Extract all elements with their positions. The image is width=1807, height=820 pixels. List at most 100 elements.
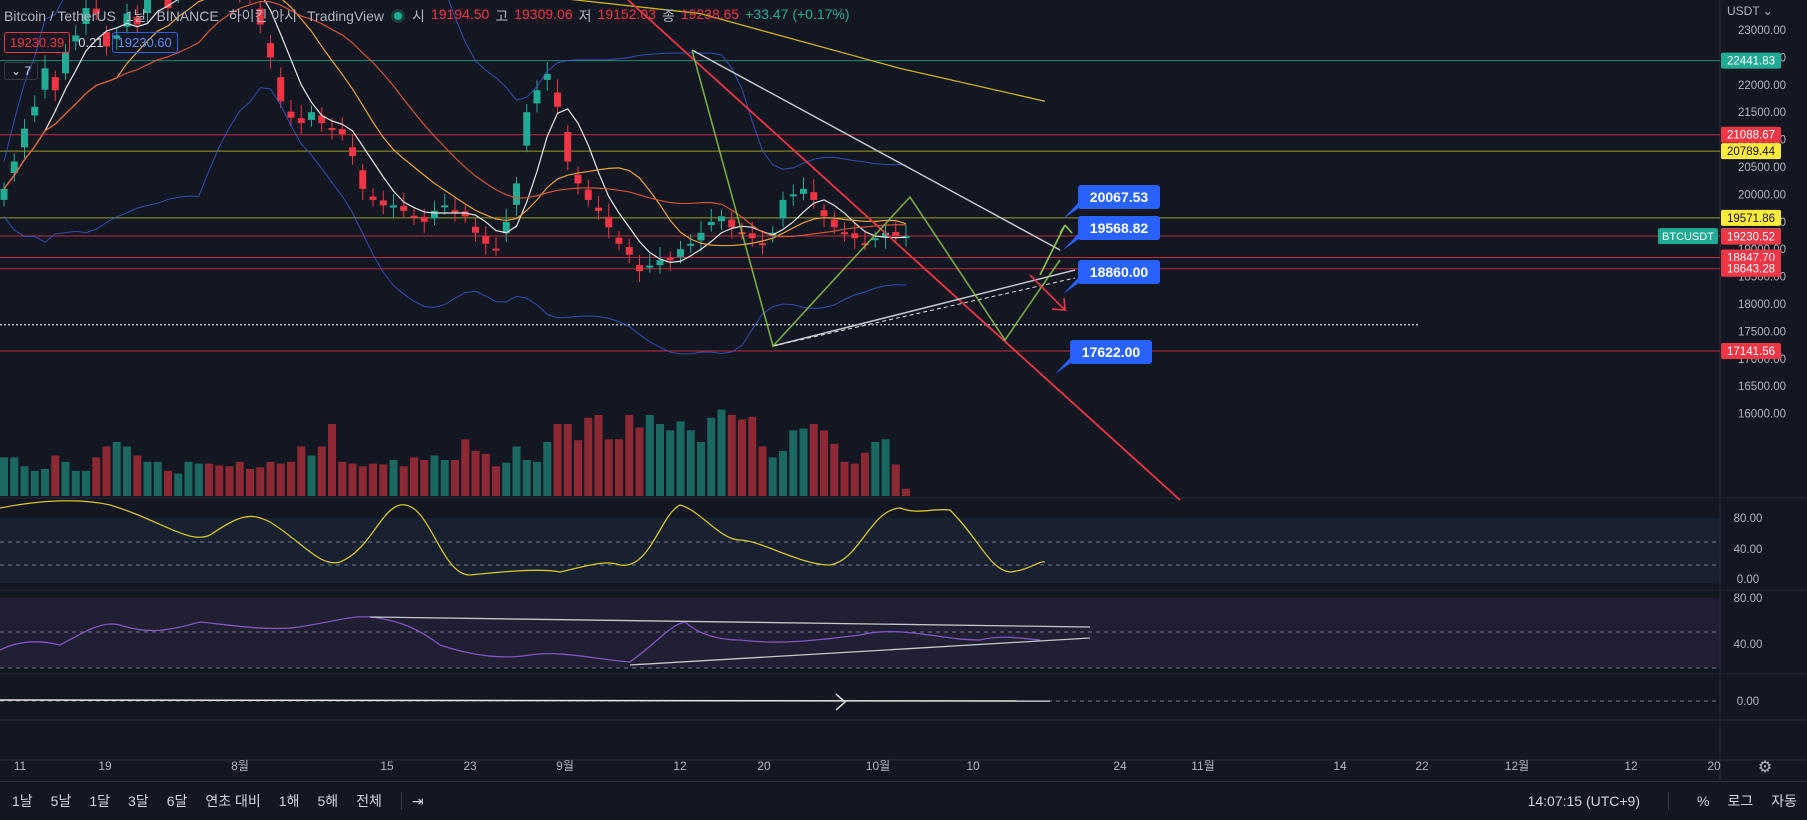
buy-price[interactable]: 19230.60	[111, 32, 178, 53]
time-axis-tick: 11월	[1191, 759, 1215, 773]
volume-bar	[779, 451, 787, 496]
range-1d[interactable]: 1날	[12, 793, 33, 809]
candle-body	[51, 77, 59, 91]
volume-bar	[840, 461, 849, 496]
price-label-text: 21088.67	[1727, 130, 1775, 142]
volume-bar	[61, 461, 70, 496]
currency-selector[interactable]: USDT ⌄	[1727, 4, 1773, 18]
volume-bar	[379, 464, 388, 496]
clock[interactable]: 14:07:15 (UTC+9)	[1527, 793, 1641, 809]
candle-body	[728, 219, 736, 228]
pattern-drawing	[691, 49, 1061, 348]
volume-bar	[574, 440, 582, 496]
candle-body	[513, 183, 520, 205]
indicator-collapse-button[interactable]: ⌄ 7	[4, 62, 39, 80]
support-line-dashed	[772, 277, 1076, 347]
sell-price[interactable]: 19230.39	[4, 32, 71, 53]
ohlc-values: 시 19194.50 고 19309.06 저 19152.03 종 19238.65 …	[412, 6, 850, 24]
volume-bar	[410, 457, 418, 496]
price-axis-tick: 18000.00	[1738, 299, 1786, 311]
bottom-toolbar: 1날 5날 1달 3달 6달 연초 대비 1해 5해 전체 ⇥ 14:07:15…	[0, 781, 1807, 820]
price-label-bg	[1721, 343, 1781, 360]
candle-body	[164, 0, 172, 9]
volume-bar	[102, 446, 111, 496]
candle-body	[461, 211, 469, 217]
percent-toggle[interactable]: %	[1697, 793, 1710, 809]
candle-body	[697, 232, 705, 241]
range-all[interactable]: 전체	[356, 793, 382, 809]
callout-label: 18860.00	[1090, 264, 1149, 280]
volume-bar	[871, 442, 880, 496]
candle-body	[533, 90, 541, 104]
time-axis-tick: 20	[757, 759, 771, 773]
interval-label[interactable]: 1날	[125, 8, 147, 24]
volume-bar	[799, 428, 808, 496]
volume-bar	[184, 461, 193, 496]
volume-bar	[287, 461, 295, 496]
candle-body	[543, 73, 551, 80]
candle-body	[554, 92, 561, 107]
range-ytd[interactable]: 연초 대비	[205, 793, 261, 809]
range-6m[interactable]: 6달	[166, 793, 188, 809]
time-axis-tick: 12	[673, 759, 687, 773]
downtrend-line	[627, 0, 1181, 501]
callout-box	[1070, 340, 1152, 364]
time-axis-tick: 10	[966, 759, 980, 773]
candle-body	[308, 112, 315, 120]
callout-18860: 18860.00	[1063, 260, 1160, 294]
volume-bar	[738, 419, 746, 496]
candle-body	[369, 196, 377, 200]
candle-body	[677, 249, 684, 257]
gear-icon[interactable]: ⚙	[1758, 757, 1772, 776]
log-toggle[interactable]: 로그	[1727, 793, 1754, 809]
price-axis-tick: 23000.00	[1738, 25, 1786, 37]
volume-bar	[246, 469, 254, 496]
volume-bar	[82, 470, 90, 496]
chevron-down-icon: ⌄	[11, 64, 22, 78]
volume-bar	[399, 466, 408, 496]
volume-bar	[850, 463, 859, 496]
callout-20067: 20067.53	[1063, 185, 1160, 219]
volume-bar	[297, 446, 306, 496]
quote-row: 19230.39 0.21 19230.60	[4, 32, 178, 53]
candle-body	[267, 43, 274, 58]
callout-box	[1078, 185, 1160, 209]
volume-bar	[656, 424, 664, 496]
indicator3-arrow	[835, 693, 847, 711]
price-label-bg	[1721, 126, 1781, 143]
volume-bar	[902, 488, 910, 496]
volume-bar	[584, 417, 593, 496]
price-label-text: 19571.86	[1727, 213, 1775, 225]
candle-body	[92, 8, 100, 14]
price-label-bg	[1721, 228, 1781, 245]
volume-bar	[133, 455, 142, 496]
volume-bar	[123, 446, 131, 496]
price-label-bg	[1721, 209, 1781, 226]
candle-body	[871, 238, 879, 241]
range-1y[interactable]: 1해	[278, 793, 300, 809]
range-5y[interactable]: 5해	[317, 793, 339, 809]
indicator1-line	[0, 500, 1046, 576]
symbol-name[interactable]: Bitcoin / TetherUS	[4, 8, 116, 24]
open-value: 19194.50	[430, 6, 490, 22]
candle-body	[390, 205, 397, 208]
ma-line-white	[3, 0, 907, 263]
volume-bar	[533, 461, 541, 496]
volume-bar	[727, 415, 736, 496]
range-3m[interactable]: 3달	[128, 793, 149, 809]
candle-body	[502, 221, 510, 234]
candle-body	[144, 0, 151, 14]
goto-date-icon[interactable]: ⇥	[411, 792, 424, 809]
candle-body	[851, 233, 859, 239]
candle-body	[431, 210, 438, 219]
auto-toggle[interactable]: 자동	[1771, 793, 1797, 809]
range-1m[interactable]: 1달	[89, 793, 111, 809]
candle-body	[287, 111, 295, 118]
range-5d[interactable]: 5날	[50, 793, 72, 809]
indicator2-tick: 80.00	[1734, 593, 1763, 605]
volume-bar	[266, 461, 275, 496]
volume-bar	[666, 430, 675, 496]
price-label-text: 19230.52	[1727, 232, 1775, 244]
volume-bar	[92, 457, 101, 496]
